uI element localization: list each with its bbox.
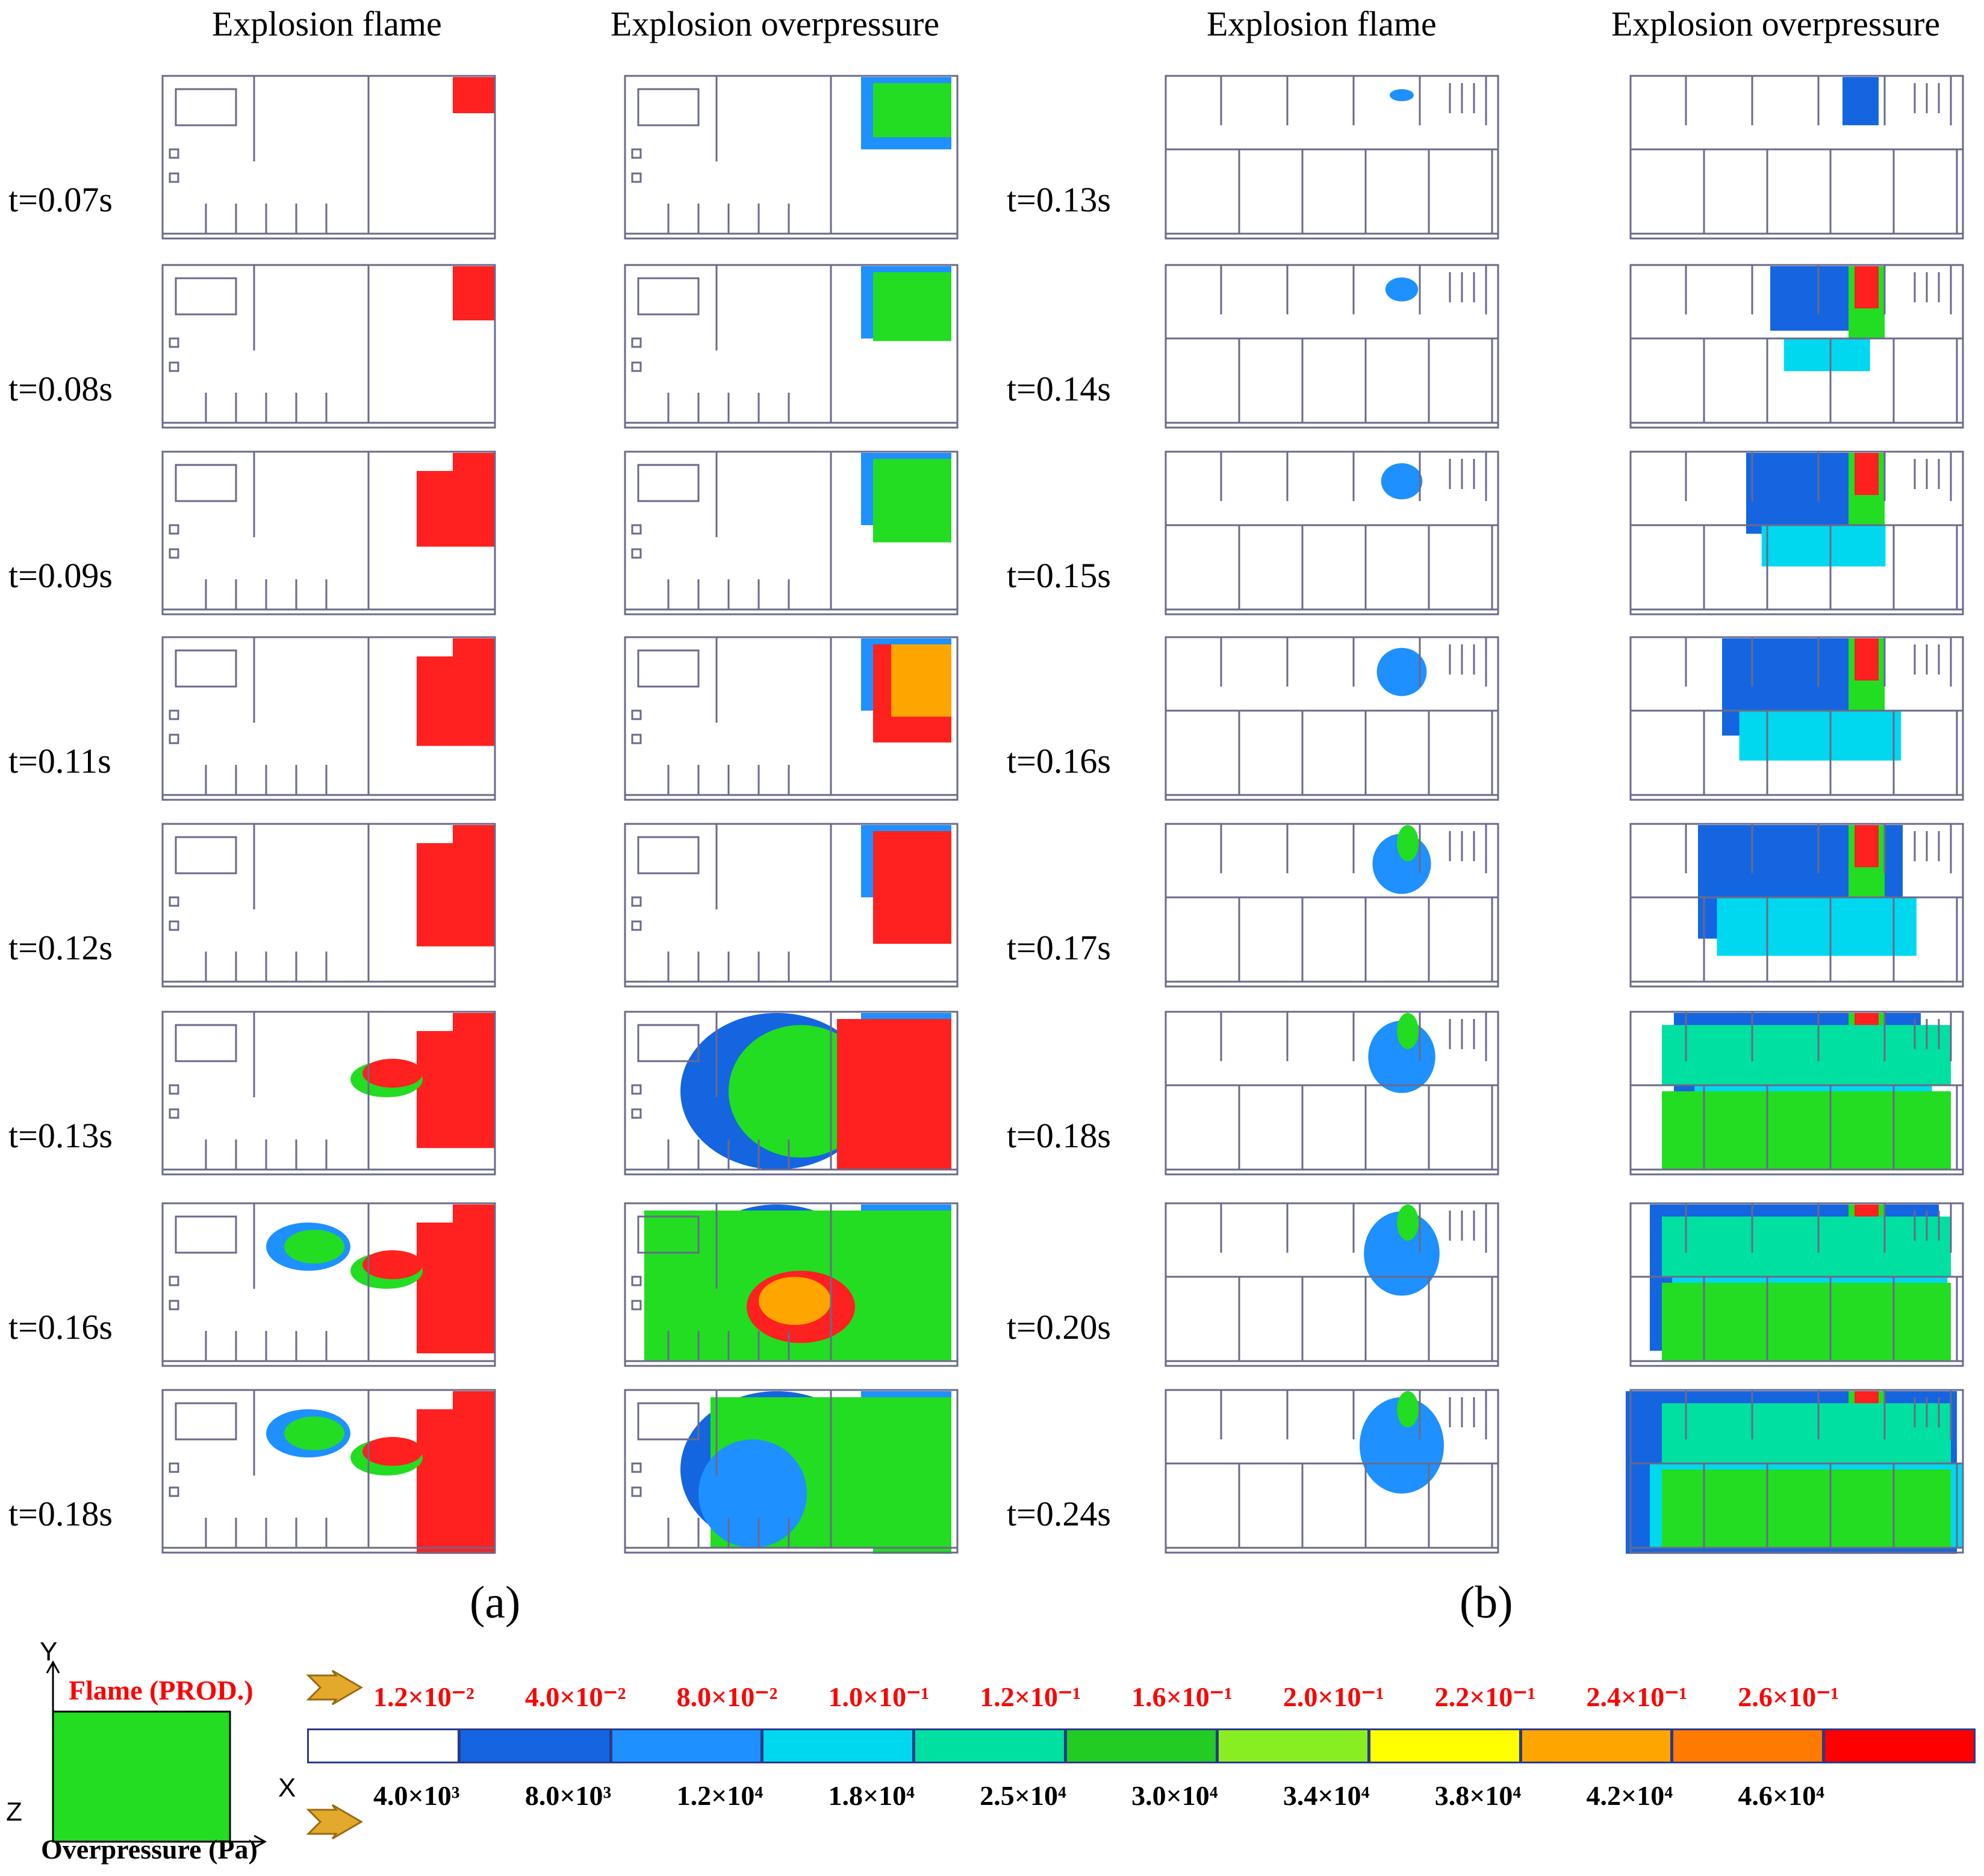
overpressure-legend-title: Overpressure (Pa): [41, 1834, 258, 1865]
axis-x-label: X: [278, 1773, 296, 1803]
axes-icon: [0, 1638, 313, 1873]
sim-panel: [1161, 1198, 1504, 1372]
flame-legend-value: 2.4×10⁻¹: [1586, 1681, 1688, 1712]
legend-color-swatch: [762, 1728, 915, 1763]
flame-legend-value: 2.0×10⁻¹: [1283, 1681, 1384, 1712]
sim-panel: [1161, 260, 1504, 434]
legend-color-swatch: [1216, 1728, 1369, 1763]
sim-panel: [158, 632, 501, 806]
sim-panel: [1161, 447, 1504, 620]
sim-panel: [1626, 1198, 1969, 1372]
time-label-b: t=0.20s: [1007, 1307, 1111, 1347]
sim-panel: [1161, 71, 1504, 245]
sim-panel: [158, 71, 501, 245]
flame-legend-value: 2.2×10⁻¹: [1434, 1681, 1536, 1712]
overpressure-legend-value: 3.4×10⁴: [1283, 1780, 1370, 1811]
sim-panel: [620, 447, 963, 620]
flame-legend-value: 2.6×10⁻¹: [1738, 1681, 1839, 1712]
time-label-b: t=0.18s: [1007, 1116, 1111, 1155]
sim-panel: [620, 260, 963, 434]
subfigure-label-a: (a): [470, 1577, 521, 1628]
time-label-a: t=0.07s: [8, 180, 113, 219]
overpressure-legend-value: 1.8×10⁴: [828, 1780, 915, 1811]
legend-color-swatch: [913, 1728, 1066, 1763]
sim-panel: [1626, 71, 1969, 245]
time-label-a: t=0.08s: [8, 369, 113, 408]
legend-color-swatch: [307, 1728, 459, 1763]
flame-legend-value: 4.0×10⁻²: [524, 1681, 626, 1712]
axis-z-label: Z: [6, 1797, 22, 1827]
overpressure-legend-value: 3.8×10⁴: [1434, 1780, 1522, 1811]
overpressure-legend-value: 4.2×10⁴: [1586, 1780, 1673, 1811]
flame-legend-value: 1.0×10⁻¹: [828, 1681, 930, 1712]
time-label-a: t=0.09s: [8, 556, 113, 595]
header-b-flame: Explosion flame: [1207, 4, 1437, 43]
subfigure-label-b: (b): [1460, 1577, 1513, 1628]
sim-panel: [1626, 1007, 1969, 1180]
overpressure-legend-value: 3.0×10⁴: [1131, 1780, 1218, 1811]
sim-panel: [620, 1007, 963, 1180]
sim-panel: [1161, 632, 1504, 806]
overpressure-legend-value: 1.2×10⁴: [676, 1780, 763, 1811]
sim-panel: [158, 1198, 501, 1372]
time-label-a: t=0.12s: [8, 928, 113, 967]
header-a-overpressure: Explosion overpressure: [611, 4, 940, 43]
time-label-b: t=0.14s: [1007, 369, 1111, 408]
legend-color-swatch: [1368, 1728, 1521, 1763]
sim-panel: [1626, 1385, 1969, 1559]
sim-panel: [1161, 819, 1504, 993]
sim-panel: [1161, 1385, 1504, 1559]
overpressure-legend-value: 4.0×10³: [373, 1780, 460, 1811]
overpressure-legend-value: 8.0×10³: [524, 1780, 612, 1811]
sim-panel: [1626, 819, 1969, 993]
sim-panel: [1626, 632, 1969, 806]
sim-panel: [620, 71, 963, 245]
flame-legend-title: Flame (PROD.): [69, 1675, 253, 1706]
sim-panel: [158, 1007, 501, 1180]
time-label-a: t=0.18s: [8, 1494, 113, 1533]
legend-color-swatch: [1520, 1728, 1673, 1763]
axis-y-label: Y: [40, 1637, 58, 1666]
flame-legend-value: 8.0×10⁻²: [676, 1681, 778, 1712]
time-label-b: t=0.17s: [1007, 928, 1111, 967]
overpressure-arrow-icon: [306, 1804, 366, 1843]
sim-panel: [158, 260, 501, 434]
sim-panel: [620, 819, 963, 993]
sim-panel: [620, 632, 963, 806]
time-label-b: t=0.16s: [1007, 741, 1111, 781]
flame-legend-value: 1.2×10⁻²: [373, 1681, 474, 1712]
flame-arrow-icon: [306, 1669, 366, 1709]
legend-color-swatch: [1671, 1728, 1824, 1763]
sim-panel: [158, 447, 501, 620]
time-label-b: t=0.13s: [1007, 180, 1111, 219]
sim-panel: [1626, 447, 1969, 620]
time-label-a: t=0.13s: [8, 1116, 113, 1155]
legend-color-swatch: [1823, 1728, 1976, 1763]
sim-panel: [158, 1385, 501, 1559]
time-label-a: t=0.11s: [8, 741, 111, 781]
flame-legend-value: 1.6×10⁻¹: [1131, 1681, 1233, 1712]
header-a-flame: Explosion flame: [212, 4, 442, 43]
time-label-a: t=0.16s: [8, 1307, 113, 1347]
legend-color-swatch: [1065, 1728, 1217, 1763]
sim-panel: [620, 1198, 963, 1372]
legend-color-swatch: [458, 1728, 611, 1763]
overpressure-legend-value: 2.5×10⁴: [980, 1780, 1066, 1811]
flame-legend-value: 1.2×10⁻¹: [980, 1681, 1081, 1712]
sim-panel: [1626, 260, 1969, 434]
overpressure-legend-value: 4.6×10⁴: [1738, 1780, 1824, 1811]
sim-panel: [620, 1385, 963, 1559]
time-label-b: t=0.24s: [1007, 1494, 1111, 1533]
sim-panel: [158, 819, 501, 993]
header-b-overpressure: Explosion overpressure: [1611, 4, 1941, 43]
sim-panel: [1161, 1007, 1504, 1180]
time-label-b: t=0.15s: [1007, 556, 1111, 595]
legend-color-swatch: [610, 1728, 763, 1763]
